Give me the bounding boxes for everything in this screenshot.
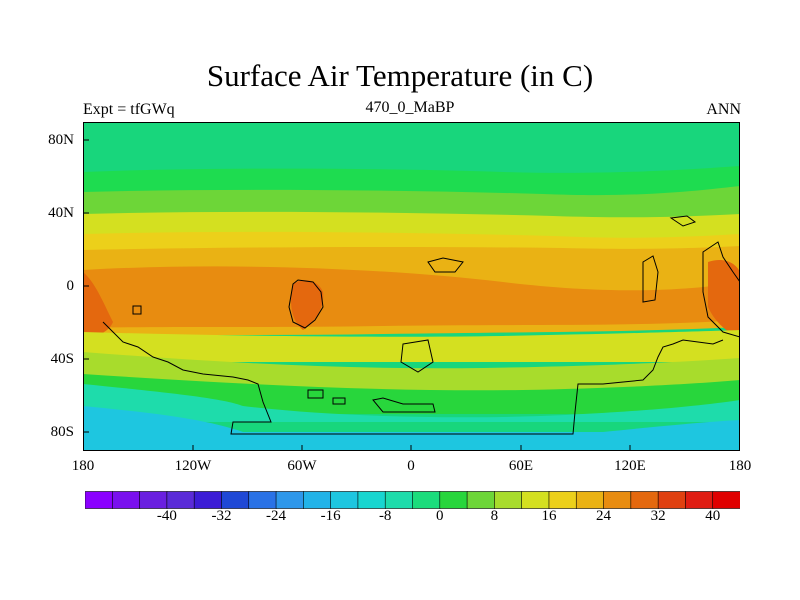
lon-tick-180w: 180 xyxy=(71,458,95,474)
coastline-east-block xyxy=(642,255,659,303)
coastline-island-north xyxy=(427,257,464,273)
lon-tick-120w: 120W xyxy=(174,458,212,474)
lon-tick-60e: 60E xyxy=(508,458,534,474)
coastline-small-se xyxy=(400,339,434,373)
colorbar-swatch xyxy=(521,491,550,509)
colorbar-swatch xyxy=(657,491,687,509)
map-ticks xyxy=(83,139,631,451)
colorbar-swatch xyxy=(166,491,195,509)
colorbar-swatch xyxy=(548,491,577,509)
colorbar-swatch xyxy=(357,491,386,509)
hot-africa xyxy=(291,280,324,330)
colorbar-swatch xyxy=(712,491,740,509)
colorbar-swatch xyxy=(412,491,441,509)
map-title: Surface Air Temperature (in C) xyxy=(206,58,594,93)
colorbar-swatch xyxy=(303,491,332,509)
colorbar-swatch xyxy=(494,491,523,509)
continent-outlines xyxy=(102,215,740,435)
lat-tick-0: 0 xyxy=(66,278,75,294)
experiment-label: Expt = tfGWq xyxy=(83,101,175,118)
colorbar-tick-label: -16 xyxy=(320,508,341,524)
colorbar-swatch xyxy=(630,491,659,509)
colorbar-swatch xyxy=(685,491,714,509)
colorbar-swatch xyxy=(384,491,414,509)
band-south-mid xyxy=(83,352,740,392)
coastline-islet-1 xyxy=(307,389,324,399)
colorbar-tick-label: -8 xyxy=(378,508,392,524)
time-label: 470_0_MaBP xyxy=(365,99,455,116)
colorbar-tick-label: 16 xyxy=(541,508,557,524)
band-south-polar xyxy=(83,406,740,451)
lat-tick-40n: 40N xyxy=(48,205,74,221)
colorbar-swatch xyxy=(603,491,632,509)
season-label: ANN xyxy=(706,101,741,118)
colorbar-swatch xyxy=(575,491,605,509)
coastline-south-bay xyxy=(372,397,436,413)
coastline-east-continent xyxy=(702,241,740,338)
colorbar-swatch xyxy=(275,491,304,509)
colorbar-swatch xyxy=(466,491,495,509)
colorbar-tick-label: 24 xyxy=(596,508,611,524)
tropic-hot-core xyxy=(83,266,740,328)
map-field xyxy=(83,122,740,451)
colorbar-tick-label: -40 xyxy=(156,508,177,524)
colorbar-swatch xyxy=(111,491,141,509)
colorbar-tick-label: 8 xyxy=(490,508,499,524)
lat-tick-40s: 40S xyxy=(50,351,74,367)
colorbar-tick-label: -32 xyxy=(211,508,232,524)
coastline-islet-2 xyxy=(332,397,346,405)
colorbar-swatch xyxy=(85,491,113,509)
lon-tick-180e: 180 xyxy=(728,458,752,474)
colorbar-tick-label: 40 xyxy=(705,508,721,524)
coastline-islet-west xyxy=(132,305,142,315)
hot-east-edge xyxy=(708,260,740,337)
hot-west-edge xyxy=(83,272,113,340)
lon-tick-120e: 120E xyxy=(614,458,646,474)
lat-tick-80n: 80N xyxy=(48,132,74,148)
coastline-africa xyxy=(288,279,324,329)
colorbar xyxy=(85,491,740,509)
coastline-south-continent xyxy=(102,321,724,435)
colorbar-tick-label: 0 xyxy=(436,508,444,524)
lat-tick-80s: 80S xyxy=(50,424,74,440)
colorbar-tick-label: -24 xyxy=(266,508,286,524)
lon-tick-0: 0 xyxy=(407,458,415,474)
temperature-map xyxy=(83,122,740,451)
colorbar-swatch xyxy=(193,491,223,509)
band-south-warm xyxy=(83,330,740,362)
colorbar-swatch xyxy=(139,491,168,509)
lon-tick-60w: 60W xyxy=(287,458,317,474)
colorbar-swatch xyxy=(330,491,359,509)
colorbar-tick-label: 32 xyxy=(650,508,666,524)
colorbar-swatch xyxy=(248,491,277,509)
band-south-cold xyxy=(83,384,740,422)
colorbar-swatch xyxy=(221,491,250,509)
coastline-island-ne xyxy=(669,215,697,227)
colorbar-swatch xyxy=(439,491,468,509)
